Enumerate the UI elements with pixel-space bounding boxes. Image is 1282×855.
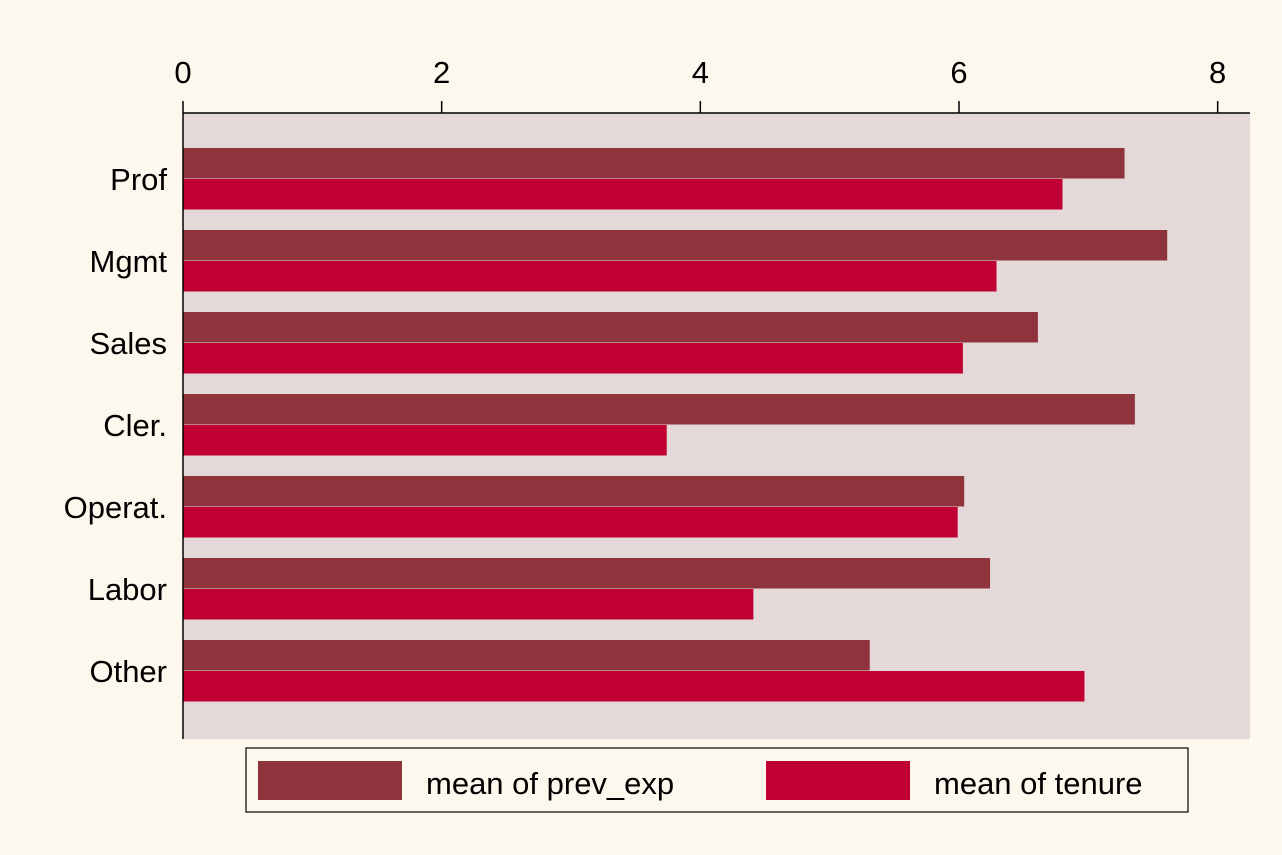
y-category-label: Operat. [64,490,167,525]
legend-box [245,747,1189,813]
bar-tenure [183,589,754,620]
y-category-labels: Prof Mgmt Sales Cler. Operat. Labor Other [64,162,168,689]
bar-prev-exp [183,230,1168,261]
x-ticks: 0 2 4 6 8 [174,55,1226,113]
bar-tenure [183,179,1063,210]
y-category-label: Labor [88,572,167,607]
x-tick-label: 2 [433,55,450,90]
bar-prev-exp [183,476,965,507]
y-category-label: Sales [89,326,167,361]
y-category-label: Other [89,654,167,689]
bars-layer [183,148,1168,702]
bar-prev-exp [183,148,1125,179]
y-category-label: Prof [110,162,167,197]
bar-prev-exp [183,558,991,589]
legend-swatch-prev-exp [258,761,402,800]
legend: mean of prev_exp mean of tenure [245,747,1189,813]
bar-tenure [183,343,963,374]
bar-tenure [183,261,997,292]
x-tick-label: 8 [1209,55,1226,90]
x-tick-label: 6 [950,55,967,90]
y-category-label: Mgmt [90,244,168,279]
legend-label-prev-exp: mean of prev_exp [426,766,674,801]
legend-label-tenure: mean of tenure [934,766,1143,801]
bar-prev-exp [183,312,1038,343]
bar-tenure [183,671,1085,702]
x-tick-label: 4 [692,55,709,90]
legend-swatch-tenure [766,761,910,800]
bar-tenure [183,507,958,538]
bar-prev-exp [183,394,1135,425]
y-category-label: Cler. [103,408,167,443]
bar-tenure [183,425,667,456]
bar-prev-exp [183,640,870,671]
x-tick-label: 0 [174,55,191,90]
